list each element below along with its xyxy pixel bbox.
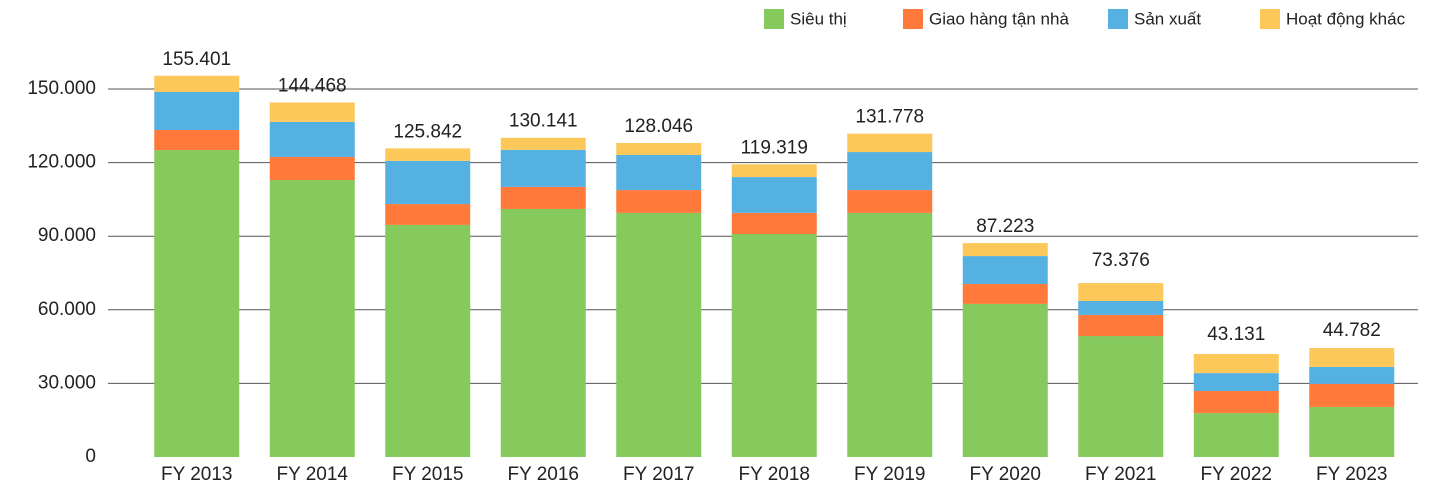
- total-label: 73.376: [1092, 250, 1150, 271]
- total-label: 128.046: [624, 116, 693, 137]
- bar-segment: [962, 303, 1048, 457]
- bar-segment: [154, 75, 240, 92]
- bar-segment: [1078, 336, 1164, 457]
- bar-segment: [1309, 366, 1395, 384]
- bar-segment: [1078, 300, 1164, 315]
- bar-segment: [269, 156, 355, 181]
- x-tick-label: FY 2021: [1085, 464, 1156, 485]
- legend-swatch: [1108, 9, 1128, 29]
- bar-segment: [616, 212, 702, 457]
- total-label: 144.468: [278, 76, 347, 97]
- bar-segment: [154, 129, 240, 151]
- bar-segment: [1078, 283, 1164, 301]
- bar-segment: [847, 152, 933, 191]
- bar-segment: [1078, 314, 1164, 337]
- bar-segment: [269, 121, 355, 157]
- bar-segment: [1193, 391, 1279, 414]
- bar-segment: [1193, 413, 1279, 457]
- bar-segment: [1309, 348, 1395, 367]
- x-tick-label: FY 2023: [1316, 464, 1387, 485]
- legend-label: Hoạt động khác: [1286, 9, 1406, 28]
- bar-segment: [154, 150, 240, 457]
- legend-swatch: [764, 9, 784, 29]
- legend-label: Siêu thị: [790, 9, 847, 28]
- x-tick-label: FY 2020: [970, 464, 1041, 485]
- bar-segment: [500, 186, 586, 209]
- bar-segment: [1309, 406, 1395, 457]
- y-tick-label: 0: [85, 446, 96, 467]
- total-label: 155.401: [162, 49, 231, 70]
- x-tick-label: FY 2014: [277, 464, 349, 485]
- bar-segment: [616, 190, 702, 213]
- legend-label: Sản xuất: [1134, 9, 1201, 28]
- x-tick-label: FY 2013: [161, 464, 232, 485]
- bar-segment: [731, 164, 817, 178]
- legend-label: Giao hàng tận nhà: [929, 9, 1069, 28]
- total-label: 87.223: [976, 216, 1034, 237]
- total-label: 125.842: [393, 121, 462, 142]
- bar-segment: [847, 133, 933, 153]
- x-tick-label: FY 2016: [508, 464, 579, 485]
- x-tick-label: FY 2018: [739, 464, 810, 485]
- bar-segment: [1309, 383, 1395, 407]
- x-tick-label: FY 2019: [854, 464, 925, 485]
- bar-segment: [1193, 373, 1279, 392]
- y-tick-label: 60.000: [38, 299, 96, 320]
- bar-segment: [962, 243, 1048, 257]
- y-tick-label: 30.000: [38, 372, 96, 393]
- bar-segment: [1193, 353, 1279, 374]
- bar-segment: [500, 149, 586, 187]
- bar-segment: [500, 137, 586, 150]
- bar-segment: [847, 190, 933, 213]
- total-label: 43.131: [1207, 324, 1265, 345]
- bar-segment: [731, 233, 817, 457]
- total-label: 44.782: [1323, 320, 1381, 341]
- bar-segment: [847, 212, 933, 457]
- bar-segment: [616, 154, 702, 191]
- bar-segment: [616, 142, 702, 155]
- bar-segment: [962, 256, 1048, 285]
- bar-segment: [731, 177, 817, 213]
- legend-swatch: [1260, 9, 1280, 29]
- y-tick-label: 150.000: [27, 78, 96, 99]
- bar-segment: [385, 204, 471, 225]
- total-label: 131.778: [855, 107, 924, 128]
- x-tick-label: FY 2017: [623, 464, 694, 485]
- bar-segment: [385, 224, 471, 457]
- bar-segment: [731, 212, 817, 234]
- bar-segment: [385, 148, 471, 161]
- y-tick-label: 90.000: [38, 225, 96, 246]
- bar-segment: [500, 208, 586, 457]
- bar-segment: [154, 91, 240, 130]
- bar-segment: [962, 284, 1048, 304]
- y-tick-label: 120.000: [27, 152, 96, 173]
- total-label: 119.319: [741, 137, 808, 158]
- bar-segment: [269, 102, 355, 122]
- x-tick-label: FY 2022: [1201, 464, 1272, 485]
- bar-segment: [385, 160, 471, 205]
- total-label: 130.141: [509, 111, 578, 132]
- x-tick-label: FY 2015: [392, 464, 463, 485]
- legend-swatch: [903, 9, 923, 29]
- bar-segment: [269, 180, 355, 457]
